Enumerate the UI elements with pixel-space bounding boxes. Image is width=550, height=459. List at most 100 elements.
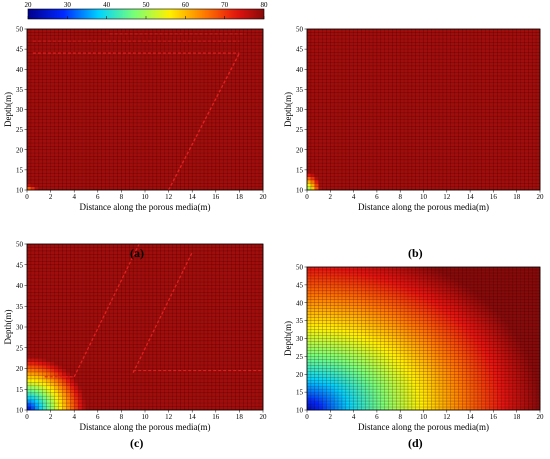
heatmap-cell: [455, 160, 459, 164]
heatmap-cell: [98, 96, 102, 100]
heatmap-cell: [490, 99, 494, 103]
heatmap-cell: [354, 153, 358, 157]
heatmap-cell: [117, 69, 121, 73]
heatmap-cell: [501, 167, 505, 171]
heatmap-cell: [474, 123, 478, 127]
heatmap-cell: [86, 153, 90, 157]
heatmap-cell: [524, 89, 528, 93]
heatmap-cell: [458, 180, 462, 184]
heatmap-cell: [145, 86, 149, 90]
heatmap-cell: [474, 113, 478, 117]
heatmap-cell: [447, 167, 451, 171]
heatmap-cell: [357, 96, 361, 100]
heatmap-cell: [311, 113, 315, 117]
heatmap-cell: [490, 180, 494, 184]
heatmap-cell: [251, 49, 255, 53]
heatmap-cell: [188, 29, 192, 33]
heatmap-cell: [220, 160, 224, 164]
heatmap-cell: [55, 130, 59, 134]
heatmap-cell: [470, 103, 474, 107]
heatmap-cell: [470, 146, 474, 150]
heatmap-cell: [224, 123, 228, 127]
heatmap-cell: [424, 136, 428, 140]
heatmap-cell: [149, 163, 153, 167]
heatmap-cell: [98, 56, 102, 60]
heatmap-cell: [447, 153, 451, 157]
heatmap-cell: [51, 143, 55, 147]
heatmap-cell: [161, 130, 165, 134]
heatmap-cell: [338, 86, 342, 90]
heatmap-cell: [521, 126, 525, 130]
heatmap-cell: [125, 126, 129, 130]
heatmap-cell: [62, 120, 66, 124]
heatmap-cell: [62, 163, 66, 167]
heatmap-cell: [102, 49, 106, 53]
heatmap-cell: [47, 143, 51, 147]
heatmap-cell: [117, 143, 121, 147]
heatmap-cell: [319, 143, 323, 147]
heatmap-cell: [192, 183, 196, 187]
heatmap-cell: [47, 29, 51, 33]
heatmap-cell: [47, 146, 51, 150]
heatmap-cell: [427, 180, 431, 184]
heatmap-cell: [255, 32, 259, 36]
heatmap-cell: [180, 73, 184, 77]
heatmap-cell: [62, 49, 66, 53]
heatmap-cell: [70, 136, 74, 140]
heatmap-cell: [474, 177, 478, 181]
heatmap-cell: [47, 160, 51, 164]
heatmap-cell: [70, 116, 74, 120]
heatmap-cell: [232, 183, 236, 187]
heatmap-cell: [224, 177, 228, 181]
heatmap-cell: [501, 143, 505, 147]
heatmap-cell: [66, 133, 70, 137]
heatmap-cell: [55, 89, 59, 93]
heatmap-cell: [74, 177, 78, 181]
heatmap-cell: [311, 167, 315, 171]
heatmap-cell: [188, 69, 192, 73]
heatmap-cell: [517, 156, 521, 160]
heatmap-cell: [232, 140, 236, 144]
heatmap-cell: [82, 76, 86, 80]
heatmap-cell: [51, 73, 55, 77]
heatmap-cell: [27, 156, 31, 160]
heatmap-cell: [455, 93, 459, 97]
heatmap-cell: [149, 89, 153, 93]
heatmap-cell: [62, 160, 66, 164]
heatmap-cell: [350, 133, 354, 137]
heatmap-cell: [243, 177, 247, 181]
heatmap-cell: [478, 130, 482, 134]
heatmap-cell: [513, 167, 517, 171]
heatmap-cell: [216, 123, 220, 127]
heatmap-cell: [232, 113, 236, 117]
heatmap-cell: [455, 136, 459, 140]
heatmap-cell: [70, 156, 74, 160]
heatmap-cell: [490, 167, 494, 171]
heatmap-cell: [381, 180, 385, 184]
heatmap-cell: [350, 99, 354, 103]
heatmap-cell: [315, 130, 319, 134]
heatmap-cell: [501, 180, 505, 184]
heatmap-cell: [153, 183, 157, 187]
heatmap-cell: [98, 180, 102, 184]
heatmap-cell: [524, 150, 528, 154]
heatmap-cell: [404, 140, 408, 144]
heatmap-cell: [350, 143, 354, 147]
heatmap-cell: [346, 116, 350, 120]
heatmap-cell: [70, 29, 74, 33]
heatmap-cell: [439, 99, 443, 103]
heatmap-cell: [319, 93, 323, 97]
heatmap-cell: [153, 89, 157, 93]
heatmap-cell: [208, 156, 212, 160]
heatmap-cell: [435, 110, 439, 114]
heatmap-cell: [354, 96, 358, 100]
heatmap-cell: [114, 123, 118, 127]
heatmap-cell: [361, 170, 365, 174]
heatmap-cell: [204, 46, 208, 50]
heatmap-cell: [196, 153, 200, 157]
heatmap-cell: [208, 116, 212, 120]
heatmap-cell: [400, 183, 404, 187]
heatmap-cell: [212, 29, 216, 33]
heatmap-cell: [188, 177, 192, 181]
heatmap-cell: [129, 163, 133, 167]
